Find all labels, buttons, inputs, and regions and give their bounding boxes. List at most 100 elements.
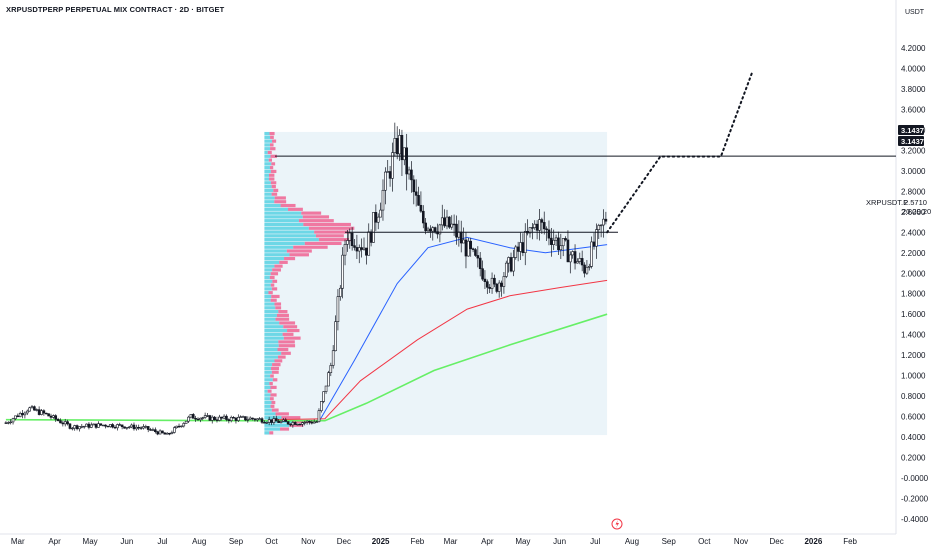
volume-profile-bar-up (264, 143, 270, 147)
candle-body (469, 240, 473, 250)
price-tick-label: 0.4000 (901, 433, 926, 442)
time-tick-label: Dec (337, 537, 351, 546)
volume-profile-bar-down (268, 291, 273, 295)
volume-profile-bar-down (271, 294, 280, 299)
candle-body (4, 422, 8, 424)
candle-body (481, 268, 484, 280)
volume-profile-bar-up (264, 347, 278, 352)
candle-body (552, 239, 556, 245)
candle-body (11, 418, 15, 423)
volume-profile-bar-down (268, 158, 273, 162)
candle-body (516, 246, 520, 252)
volume-profile-bar-down (273, 188, 279, 192)
volume-profile-bar-down (274, 200, 287, 204)
candle-body (291, 422, 295, 426)
level-label: 3.1437 (901, 126, 924, 135)
lightning-icon[interactable] (611, 518, 623, 530)
candle-body (111, 424, 114, 428)
candle-body (101, 424, 105, 427)
volume-profile-bar-up (264, 344, 279, 348)
projection-line[interactable] (606, 72, 753, 234)
symbol-label: XRPUSDT.P (866, 198, 908, 207)
volume-profile-bar-down (301, 211, 322, 215)
candle-body (215, 419, 219, 421)
candle-body (201, 417, 205, 419)
time-tick-label: Nov (301, 537, 315, 546)
candle-body (182, 423, 186, 427)
candle-body (260, 418, 264, 423)
candle-body (298, 423, 302, 426)
level-label-badge (898, 125, 924, 135)
volume-profile-bar-down (270, 181, 277, 185)
candle-body (196, 418, 200, 421)
candle-body (99, 423, 103, 426)
volume-profile-bar-down (277, 347, 289, 352)
volume-profile-bar-down (269, 431, 274, 435)
volume-profile-bar-up (264, 253, 290, 257)
volume-profile-bar-down (278, 340, 295, 344)
price-tick-label: 1.8000 (901, 290, 926, 299)
price-axis[interactable]: 4.20004.00003.80003.60003.40003.20003.00… (901, 44, 929, 524)
volume-profile-bar-down (286, 249, 312, 253)
candle-body (464, 239, 468, 257)
volume-profile-bar-down (271, 400, 276, 405)
volume-profile-bar-up (264, 139, 273, 143)
price-tick-label: -0.0000 (901, 474, 929, 483)
volume-profile-bar-down (270, 154, 277, 158)
candle-body (327, 372, 330, 387)
volume-profile-bar-down (279, 260, 288, 264)
candle-body (559, 245, 563, 251)
candle-body (521, 242, 525, 254)
volume-profile-bar-down (272, 268, 281, 272)
volume-profile-bar-up (264, 332, 283, 336)
candle-body (116, 424, 119, 429)
candle-body (445, 216, 449, 227)
time-tick-label: Mar (444, 537, 458, 546)
candle-body (6, 422, 10, 424)
projection-path[interactable] (606, 72, 753, 234)
candle-body (244, 416, 247, 421)
volume-profile-bar-down (314, 230, 349, 234)
time-tick-label: Apr (481, 537, 494, 546)
candle-body (113, 426, 117, 429)
candle-body (583, 264, 586, 274)
candle-body (289, 423, 292, 426)
moving-average-line (318, 236, 608, 422)
candle-body (125, 427, 129, 429)
candle-body (403, 147, 406, 161)
price-tick-label: 3.2000 (901, 146, 926, 155)
price-tick-label: 2.2000 (901, 249, 926, 258)
candle-body (329, 365, 333, 374)
candle-body (203, 415, 207, 418)
volume-profile-bar-up (264, 359, 275, 363)
candle-body (191, 414, 195, 419)
candle-body (407, 169, 411, 175)
time-tick-label: May (515, 537, 530, 546)
candle-body (315, 421, 318, 423)
time-axis[interactable]: Mar Apr May Jun Jul Aug Sep Oct Nov Dec 2025 Feb Mar… (11, 537, 858, 546)
time-tick-label: Jul (590, 537, 600, 546)
candle-body (194, 418, 197, 420)
volume-profile-bar-up (264, 158, 269, 162)
candle-body (142, 426, 145, 429)
volume-profile-bar-up (264, 215, 303, 219)
candle-body (312, 421, 316, 424)
candle-body (381, 189, 385, 211)
volume-profile-bar-down (287, 328, 300, 333)
time-tick-label: Oct (698, 537, 711, 546)
volume-profile-bar-down (269, 382, 273, 386)
candle-body (452, 223, 456, 226)
candle-body (514, 246, 518, 258)
horizontal-levels[interactable] (275, 155, 896, 233)
candle-body (78, 426, 81, 430)
candle-body (395, 138, 399, 155)
candle-body (343, 244, 347, 256)
volume-profile-bar-down (274, 302, 282, 306)
volume-profile-bar-down (280, 427, 290, 431)
volume-profile-bar-up (264, 283, 271, 287)
candle-body (587, 266, 591, 268)
volume-profile-bar-down (274, 264, 283, 268)
volume-profile-bar-up (264, 279, 273, 283)
volume-profile-bar-up (264, 336, 284, 340)
